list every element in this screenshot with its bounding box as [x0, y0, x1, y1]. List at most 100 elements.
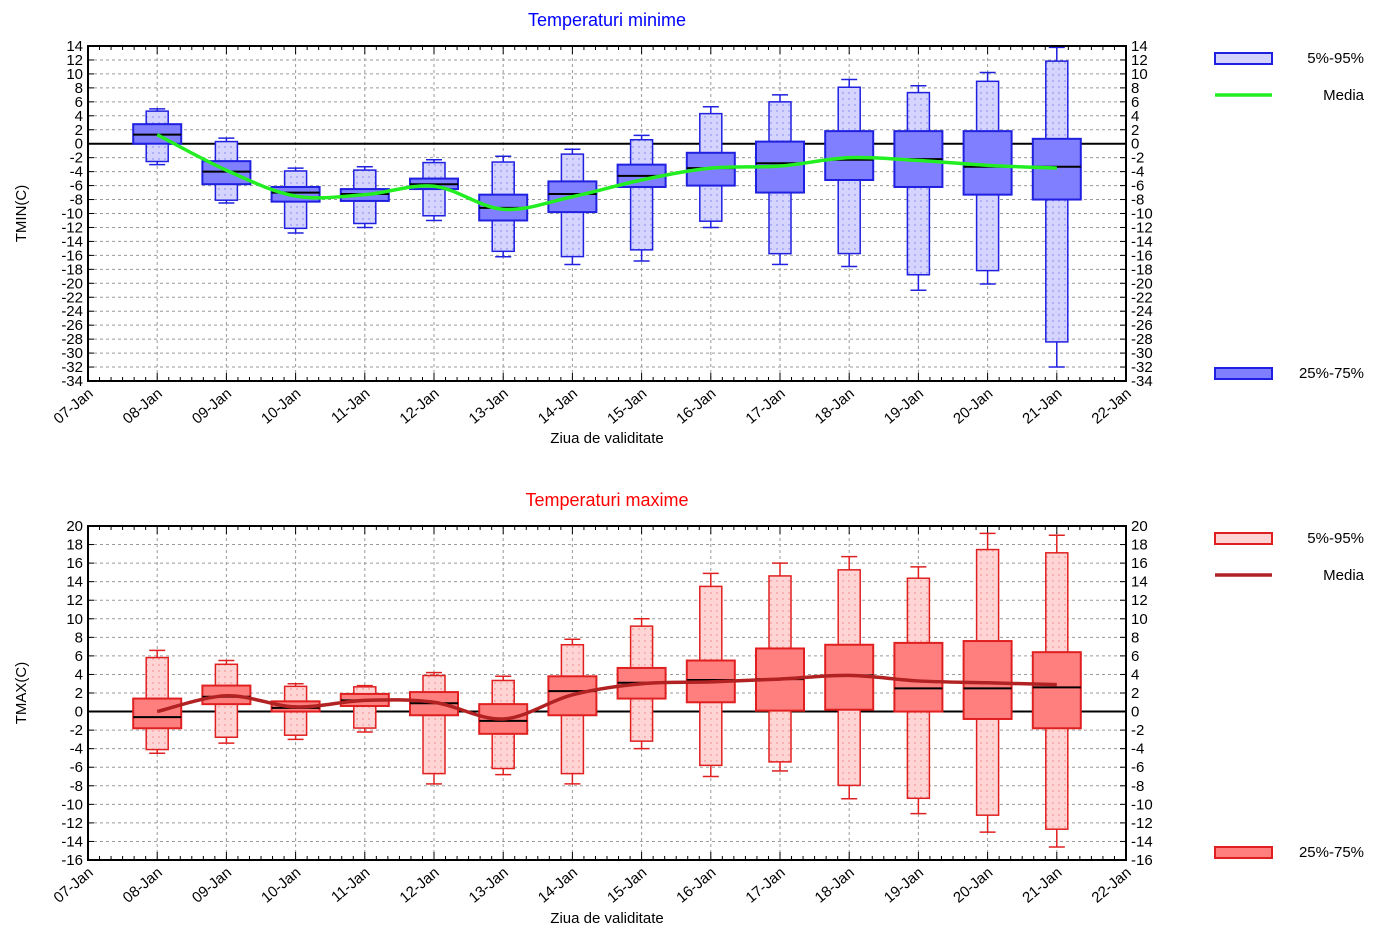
x-tick-label: 16-Jan	[673, 864, 719, 907]
y-tick-label-right: -4	[1131, 741, 1144, 758]
outer-box-lower	[837, 179, 861, 255]
y-tick-label-right: -2	[1131, 150, 1144, 167]
outer-box-lower	[699, 701, 723, 767]
outer-box-upper	[145, 656, 169, 700]
x-axis-label: Ziua de validitate	[550, 430, 663, 447]
y-tick-label-right: 4	[1131, 108, 1139, 125]
x-tick-label: 17-Jan	[743, 864, 789, 907]
x-tick-label: 07-Jan	[51, 864, 97, 907]
y-tick-label: 10	[66, 611, 83, 628]
outer-box-lower	[699, 184, 723, 222]
outer-box-upper	[353, 169, 377, 190]
outer-box-lower	[145, 727, 169, 751]
y-tick-label-right: -18	[1131, 261, 1153, 278]
media-line	[156, 133, 1057, 212]
outer-box-upper	[906, 91, 931, 132]
media-line	[156, 673, 1057, 721]
y-tick-label-right: 12	[1131, 592, 1148, 609]
outer-box-upper	[906, 577, 931, 644]
y-tick-label: 12	[66, 52, 83, 69]
y-tick-label: -2	[70, 150, 83, 167]
y-tick-label: -12	[61, 219, 83, 236]
y-tick-label: -12	[61, 815, 83, 832]
outer-box-upper	[1045, 60, 1069, 140]
y-tick-label-right: 10	[1131, 66, 1148, 83]
outer-box-lower	[491, 733, 515, 770]
x-tick-label: 11-Jan	[328, 864, 373, 906]
y-tick-label-right: -22	[1131, 289, 1153, 306]
inner-box	[132, 697, 183, 730]
plot-frame	[87, 45, 1127, 382]
legend-label-5-95: 5%-95%	[1307, 530, 1364, 547]
box-13-Jan	[478, 675, 529, 776]
y-tick-label: -18	[61, 261, 83, 278]
box-20-Jan	[962, 71, 1013, 285]
y-tick-label: 18	[66, 537, 83, 554]
x-tick-label: 22-Jan	[1089, 864, 1135, 907]
y-tick-label: 2	[75, 685, 83, 702]
y-tick-label-right: -34	[1131, 373, 1153, 390]
tmin-boxplot-chart: Temperaturi minime-34 -34-32 -32-30 -30-28-…	[13, 10, 1365, 447]
y-tick-label: -10	[61, 796, 83, 813]
y-tick-label: -16	[61, 247, 83, 264]
box-16-Jan	[685, 572, 736, 778]
y-tick-label: 8	[75, 80, 83, 97]
y-tick-label-right: -24	[1131, 303, 1153, 320]
outer-box-upper	[491, 679, 515, 705]
x-tick-label: 16-Jan	[673, 385, 719, 428]
outer-box-lower	[975, 193, 1000, 272]
outer-box-upper	[214, 663, 239, 687]
x-tick-label: 08-Jan	[120, 864, 166, 907]
y-tick-label: -4	[70, 164, 83, 181]
x-tick-label: 13-Jan	[466, 385, 512, 428]
legend-label-25-75: 25%-75%	[1299, 365, 1364, 382]
x-tick-label: 10-Jan	[258, 864, 304, 907]
y-tick-label: -32	[61, 359, 83, 376]
x-tick-label: 10-Jan	[258, 385, 304, 428]
x-tick-label: 19-Jan	[881, 864, 927, 907]
outer-box-lower	[629, 697, 654, 742]
x-tick-label: 17-Jan	[743, 385, 789, 428]
legend-swatch-5-95	[1214, 52, 1273, 65]
y-tick-label-right: 0	[1131, 704, 1139, 721]
y-tick-label: -6	[70, 759, 83, 776]
y-tick-label: 4	[75, 666, 83, 683]
x-tick-label: 14-Jan	[535, 864, 581, 907]
box-09-Jan	[201, 659, 252, 744]
box-19-Jan	[893, 85, 944, 292]
outer-box-upper	[283, 170, 308, 188]
y-tick-label: -8	[70, 192, 83, 209]
x-tick-label: 19-Jan	[881, 385, 927, 428]
legend-label-5-95: 5%-95%	[1307, 50, 1364, 67]
outer-box-lower	[214, 183, 239, 201]
y-tick-label: -22	[61, 289, 83, 306]
outer-box-lower	[214, 703, 239, 739]
outer-box-lower	[906, 710, 931, 800]
y-tick-label: -14	[61, 233, 83, 250]
box-15-Jan	[616, 134, 667, 262]
box-18-Jan	[824, 78, 875, 268]
x-tick-label: 21-Jan	[1019, 864, 1065, 907]
x-tick-label: 11-Jan	[328, 385, 373, 427]
outer-box-upper	[422, 161, 446, 180]
outer-box-upper	[353, 686, 377, 695]
box-21-Jan	[1031, 46, 1082, 368]
outer-box-upper	[214, 140, 239, 162]
x-axis-label: Ziua de validitate	[550, 910, 663, 927]
y-tick-label: -16	[61, 852, 83, 869]
y-tick-label-right: -14	[1131, 833, 1153, 850]
outer-box-upper	[975, 80, 1000, 132]
y-tick-label: -26	[61, 317, 83, 334]
y-tick-label-right: -28	[1131, 331, 1153, 348]
y-tick-label: -24	[61, 303, 83, 320]
y-tick-label-right: 8	[1131, 629, 1139, 646]
y-tick-label: 14	[66, 574, 83, 591]
x-tick-label: 09-Jan	[189, 864, 235, 907]
box-20-Jan	[962, 532, 1013, 833]
outer-box-lower	[768, 191, 792, 255]
y-tick-label: -10	[61, 206, 83, 223]
legend-label-media: Media	[1323, 87, 1365, 104]
y-tick-label-right: -20	[1131, 275, 1153, 292]
tmax-boxplot-chart: Temperaturi maxime-16 -16-14 -14-12 -12-10-…	[13, 490, 1365, 927]
